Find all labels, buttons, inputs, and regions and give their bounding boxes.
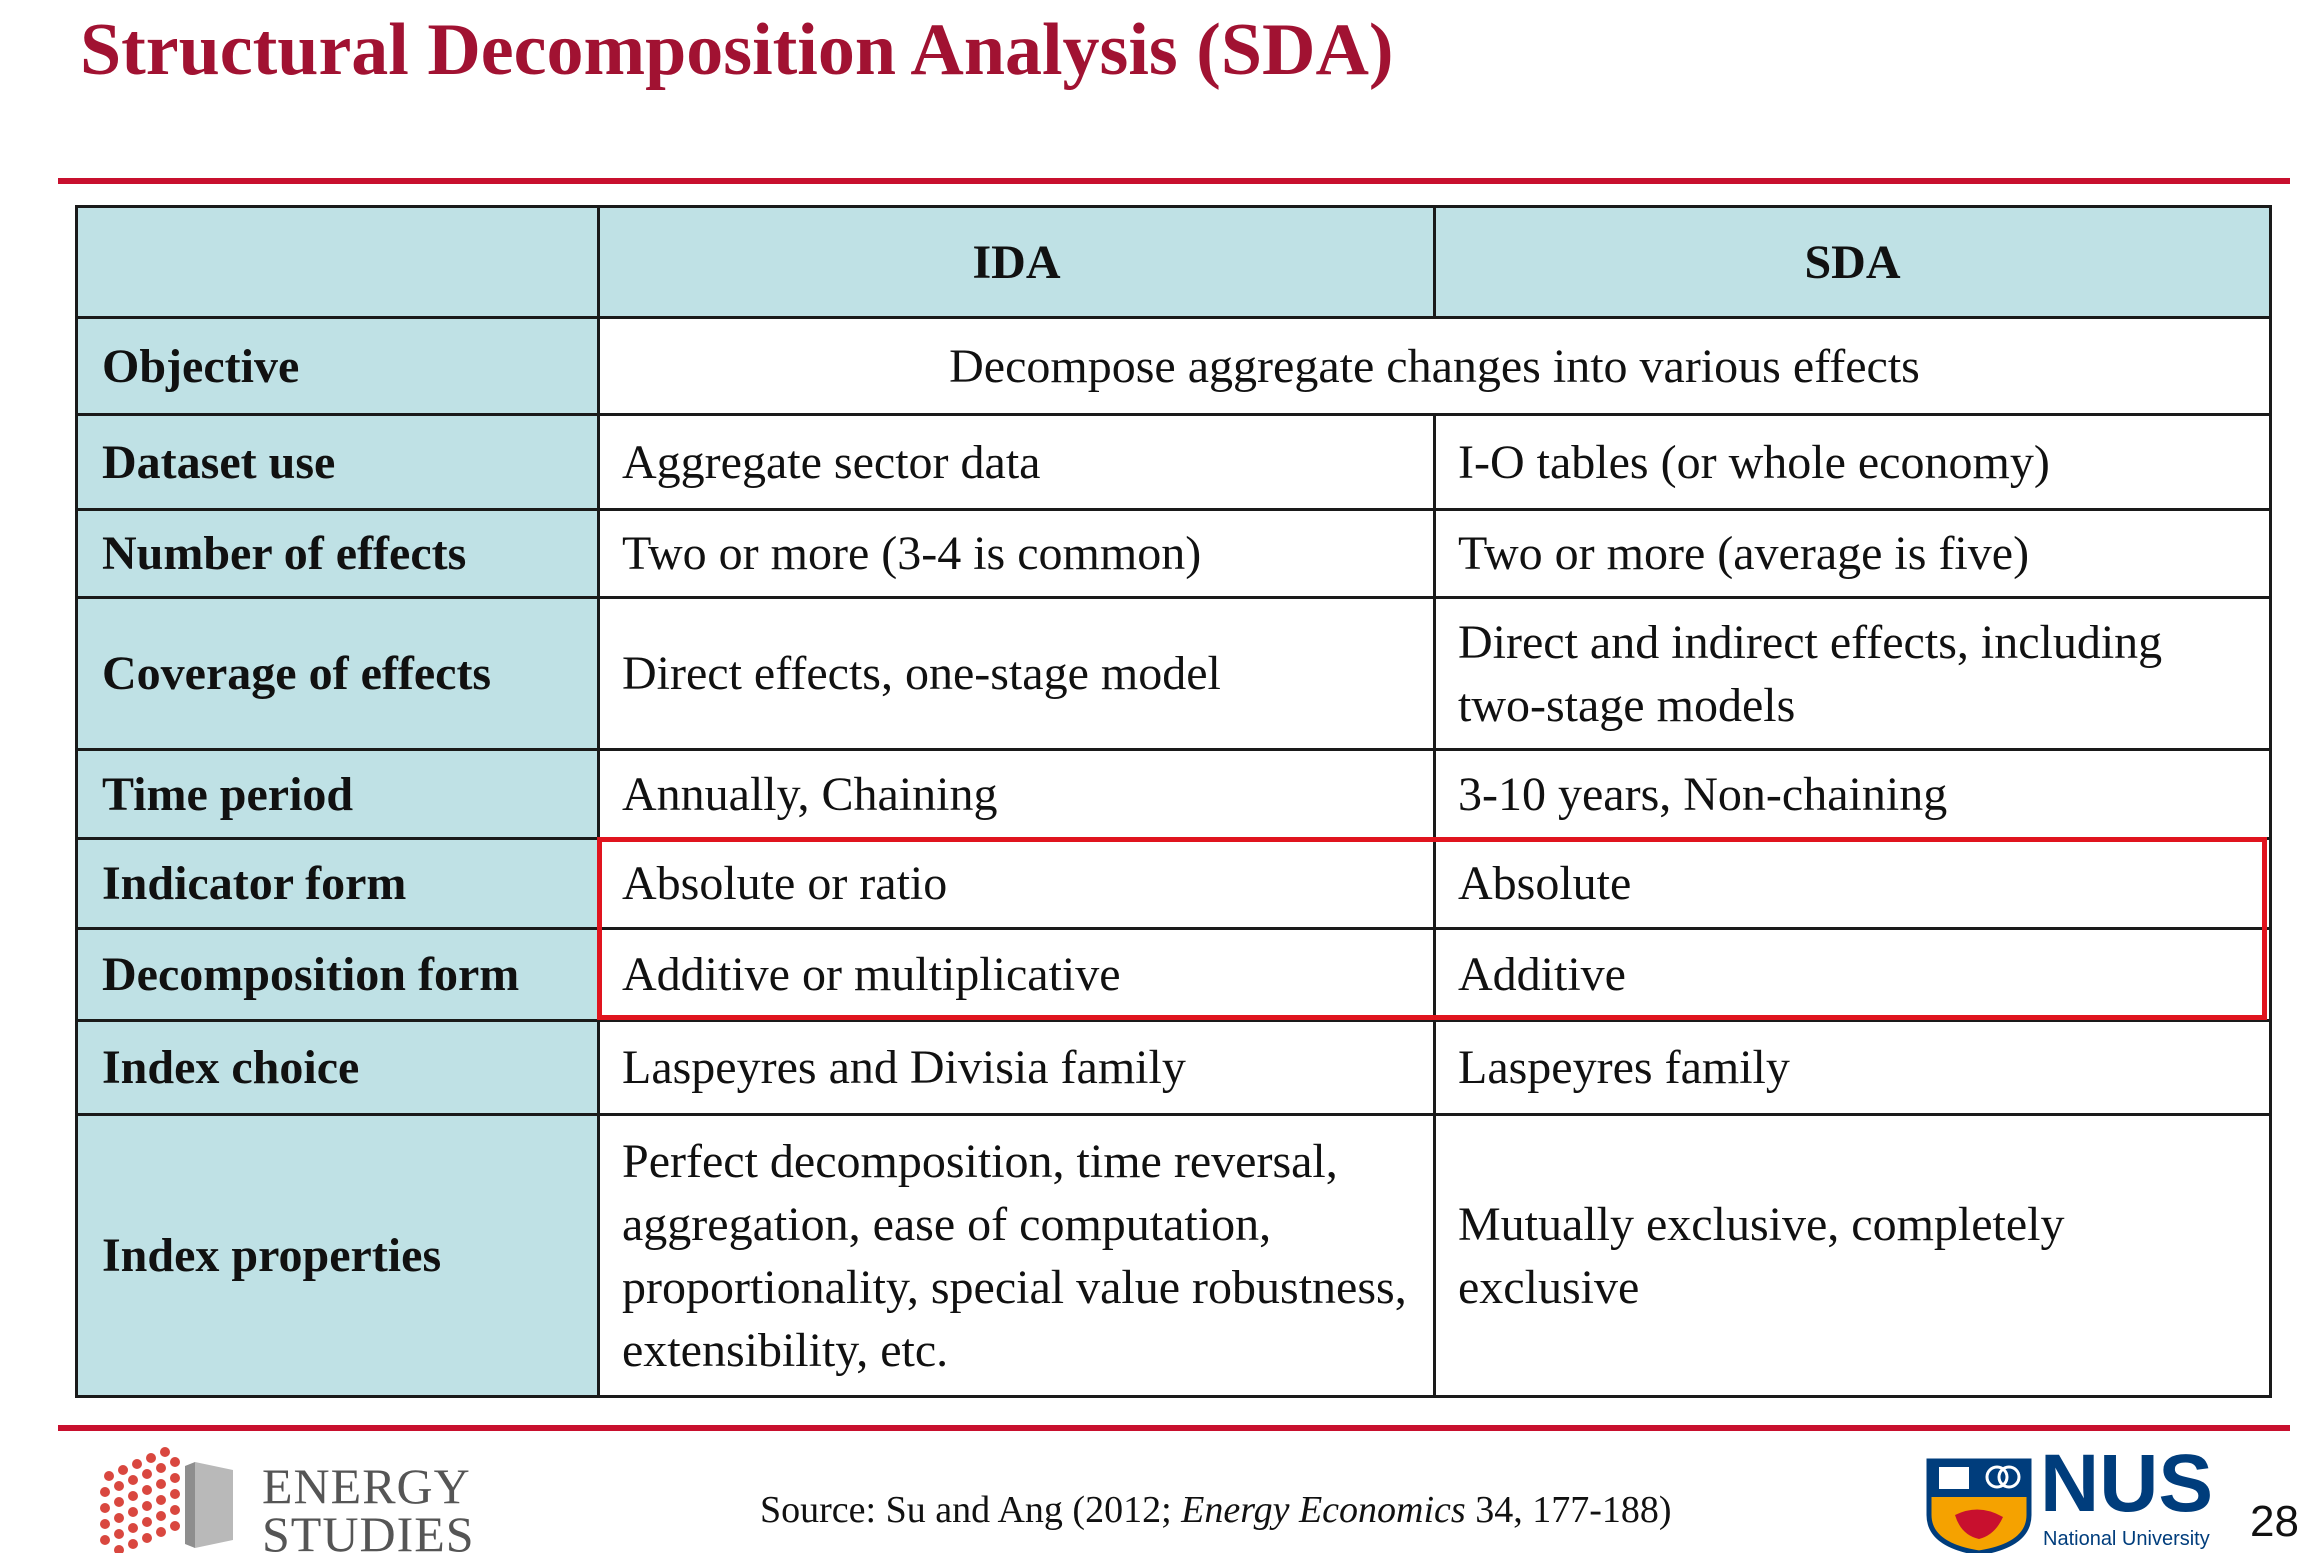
footer-divider xyxy=(58,1425,2290,1431)
comparison-table: IDA SDA Objective Decompose aggregate ch… xyxy=(75,205,2272,1398)
slide-title: Structural Decomposition Analysis (SDA) xyxy=(80,9,1394,91)
row-label: Time period xyxy=(75,748,600,840)
table-row: Index properties Perfect decomposition, … xyxy=(75,1113,2272,1398)
row-label: Objective xyxy=(75,316,600,416)
row-label: Number of effects xyxy=(75,508,600,599)
energy-studies-logo-icon xyxy=(100,1447,233,1553)
source-suffix: 34, 177-188) xyxy=(1465,1489,1672,1531)
row-label: Dataset use xyxy=(75,413,600,511)
row-label: Decomposition form xyxy=(75,927,600,1022)
energy-studies-text: ENERGY STUDIES xyxy=(262,1458,475,1562)
table-row: Number of effects Two or more (3-4 is co… xyxy=(75,508,2272,599)
table-row: Indicator form Absolute or ratio Absolut… xyxy=(75,837,2272,930)
row-label: Coverage of effects xyxy=(75,596,600,751)
source-journal: Energy Economics xyxy=(1181,1489,1466,1531)
objective-value: Decompose aggregate changes into various… xyxy=(597,316,2272,416)
header-ida: IDA xyxy=(597,205,1436,319)
nus-crest-icon xyxy=(1926,1458,2032,1553)
table-header-row: IDA SDA xyxy=(75,205,2272,319)
source-prefix: Source: Su and Ang (2012; xyxy=(760,1489,1182,1531)
ida-cell: Perfect decomposition, time reversal, ag… xyxy=(597,1113,1436,1398)
sda-cell: Direct and indirect effects, including t… xyxy=(1433,596,2272,751)
ida-cell: Two or more (3-4 is common) xyxy=(597,508,1436,599)
table-row: Time period Annually, Chaining 3-10 year… xyxy=(75,748,2272,840)
table-row: Decomposition form Additive or multiplic… xyxy=(75,927,2272,1022)
table-row: Coverage of effects Direct effects, one-… xyxy=(75,596,2272,751)
table-row: Objective Decompose aggregate changes in… xyxy=(75,316,2272,416)
title-divider xyxy=(58,178,2290,184)
source-citation: Source: Su and Ang (2012; Energy Economi… xyxy=(760,1488,1672,1532)
sda-cell: 3-10 years, Non-chaining xyxy=(1433,748,2272,840)
ida-cell: Direct effects, one-stage model xyxy=(597,596,1436,751)
table-row: Dataset use Aggregate sector data I-O ta… xyxy=(75,413,2272,511)
row-label: Index choice xyxy=(75,1019,600,1116)
table-row: Index choice Laspeyres and Divisia famil… xyxy=(75,1019,2272,1116)
sda-cell: Additive xyxy=(1433,927,2272,1022)
nus-logo-text: NUS xyxy=(2040,1438,2214,1529)
sda-cell: Two or more (average is five) xyxy=(1433,508,2272,599)
header-corner-cell xyxy=(75,205,600,319)
nus-subtext: National University xyxy=(2043,1528,2210,1550)
ida-cell: Annually, Chaining xyxy=(597,748,1436,840)
row-label: Index properties xyxy=(75,1113,600,1398)
sda-cell: I-O tables (or whole economy) xyxy=(1433,413,2272,511)
ida-cell: Additive or multiplicative xyxy=(597,927,1436,1022)
ida-cell: Laspeyres and Divisia family xyxy=(597,1019,1436,1116)
sda-cell: Absolute xyxy=(1433,837,2272,930)
sda-cell: Laspeyres family xyxy=(1433,1019,2272,1116)
ida-cell: Absolute or ratio xyxy=(597,837,1436,930)
sda-cell: Mutually exclusive, completely exclusive xyxy=(1433,1113,2272,1398)
header-sda: SDA xyxy=(1433,205,2272,319)
page-number: 28 xyxy=(2250,1497,2299,1546)
ida-cell: Aggregate sector data xyxy=(597,413,1436,511)
row-label: Indicator form xyxy=(75,837,600,930)
